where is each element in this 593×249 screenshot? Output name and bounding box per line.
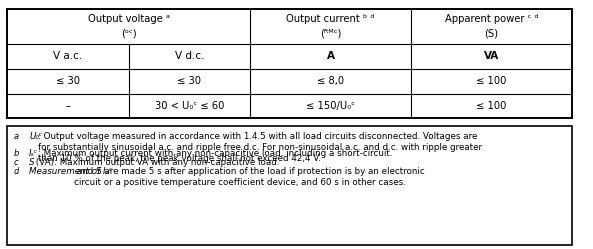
Text: S: S	[29, 158, 34, 167]
Text: and S are made 5 s after application of the load if protection is by an electron: and S are made 5 s after application of …	[74, 167, 425, 187]
Text: : Maximum output current with any non-capacitive load, including a short-circuit: : Maximum output current with any non-ca…	[38, 149, 393, 158]
Text: (VA): Maximum output VA with any non-capacitive load.: (VA): Maximum output VA with any non-cap…	[33, 158, 280, 167]
Bar	[7, 9, 572, 118]
Text: d: d	[14, 167, 20, 176]
Text: Apparent power ᶜ ᵈ
(S): Apparent power ᶜ ᵈ (S)	[445, 14, 538, 38]
Text: Output voltage ᵃ
(ᵒᶜ): Output voltage ᵃ (ᵒᶜ)	[88, 14, 170, 38]
Text: A: A	[327, 51, 334, 61]
Text: b: b	[14, 149, 20, 158]
Text: a: a	[14, 132, 19, 141]
Text: : Output voltage measured in accordance with 1.4.5 with all load circuits discon: : Output voltage measured in accordance …	[38, 132, 482, 163]
Text: ≤ 30: ≤ 30	[177, 76, 202, 86]
Text: V d.c.: V d.c.	[174, 51, 204, 61]
Text: ≤ 100: ≤ 100	[476, 101, 507, 111]
Text: ≤ 100: ≤ 100	[476, 76, 507, 86]
Text: U₀ᶜ: U₀ᶜ	[29, 132, 42, 141]
Text: ≤ 8,0: ≤ 8,0	[317, 76, 344, 86]
Text: Measurement of Iₛᶜ: Measurement of Iₛᶜ	[29, 167, 112, 176]
Text: –: –	[65, 101, 71, 111]
Text: c: c	[14, 158, 19, 167]
Text: ≤ 30: ≤ 30	[56, 76, 80, 86]
Text: ≤ 150/U₀ᶜ: ≤ 150/U₀ᶜ	[306, 101, 355, 111]
Bar	[7, 126, 572, 245]
Text: VA: VA	[484, 51, 499, 61]
Text: Iₛᶜ: Iₛᶜ	[29, 149, 38, 158]
Text: Output current ᵇ ᵈ
(ᴿᴹᶜ): Output current ᵇ ᵈ (ᴿᴹᶜ)	[286, 14, 375, 38]
Text: V a.c.: V a.c.	[53, 51, 82, 61]
Text: 30 < U₀ᶜ ≤ 60: 30 < U₀ᶜ ≤ 60	[155, 101, 224, 111]
